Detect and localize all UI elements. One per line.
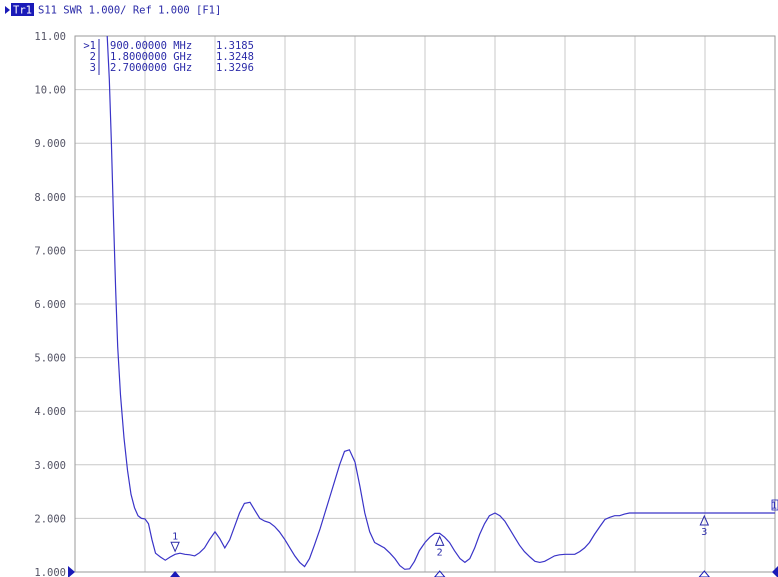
marker-triangle-icon <box>170 541 180 553</box>
trace-end-marker-label: 1 <box>771 501 777 512</box>
marker-table-row[interactable]: 2 1.8000000 GHz 1.3248 <box>90 51 254 63</box>
trace-label: Tr1 <box>13 5 32 17</box>
y-tick-label: 7.000 <box>34 245 66 257</box>
marker-row-frequency: 900.00000 MHz <box>110 40 192 52</box>
y-tick-label: 10.00 <box>34 85 66 97</box>
y-tick-label: 5.000 <box>34 353 66 365</box>
marker-triangle-icon <box>699 514 710 526</box>
marker-axis-indicator-icon <box>698 570 710 577</box>
markers: 1 2 3 <box>170 514 710 577</box>
y-tick-label: 2.000 <box>34 513 66 525</box>
y-tick-label: 3.000 <box>34 460 66 472</box>
marker-row-value: 1.3248 <box>216 51 254 63</box>
marker-label: 2 <box>437 547 443 558</box>
marker-table: >1 900.00000 MHz 1.3185 2 1.8000000 GHz … <box>83 39 254 75</box>
marker-axis-indicator-icon <box>170 571 181 577</box>
marker-triangle-icon <box>434 535 445 546</box>
marker-2[interactable]: 2 <box>434 535 446 577</box>
trace-badge[interactable] <box>11 3 34 16</box>
y-tick-label: 8.000 <box>34 192 66 204</box>
reference-level-arrow-icon[interactable] <box>68 566 75 577</box>
marker-axis-indicator-icon <box>434 570 446 577</box>
marker-row-selector: 2 <box>90 51 96 63</box>
y-tick-label: 1.000 <box>34 567 66 577</box>
right-edge-arrow-icon <box>772 566 778 577</box>
marker-row-selector: 3 <box>90 62 96 74</box>
marker-label: 3 <box>701 527 707 538</box>
marker-table-row[interactable]: 3 2.7000000 GHz 1.3296 <box>90 62 254 74</box>
marker-1[interactable]: 1 <box>170 531 181 577</box>
marker-row-selector: >1 <box>83 40 96 52</box>
trace-arrow-icon <box>5 6 10 14</box>
y-tick-labels: 1.000 2.000 3.000 4.000 5.000 6.000 7.000 8.000… <box>34 31 66 577</box>
chart-header: Tr1 S11 SWR 1.000/ Ref 1.000 [F1] <box>5 3 221 17</box>
y-tick-label: 6.000 <box>34 299 66 311</box>
marker-row-frequency: 2.7000000 GHz <box>110 62 192 74</box>
y-tick-label: 11.00 <box>34 31 66 43</box>
plot-frame <box>74 35 776 573</box>
marker-table-row[interactable]: >1 900.00000 MHz 1.3185 <box>83 40 254 52</box>
y-tick-label: 4.000 <box>34 406 66 418</box>
marker-row-frequency: 1.8000000 GHz <box>110 51 192 63</box>
trace-end-marker-icon <box>771 499 778 511</box>
swr-trace-line <box>106 35 775 570</box>
marker-3[interactable]: 3 <box>698 514 710 577</box>
trace-info: S11 SWR 1.000/ Ref 1.000 [F1] <box>38 5 221 17</box>
grid <box>75 36 775 572</box>
y-tick-label: 9.000 <box>34 138 66 150</box>
marker-row-value: 1.3185 <box>216 40 254 52</box>
marker-label: 1 <box>172 531 178 542</box>
marker-row-value: 1.3296 <box>216 62 254 74</box>
